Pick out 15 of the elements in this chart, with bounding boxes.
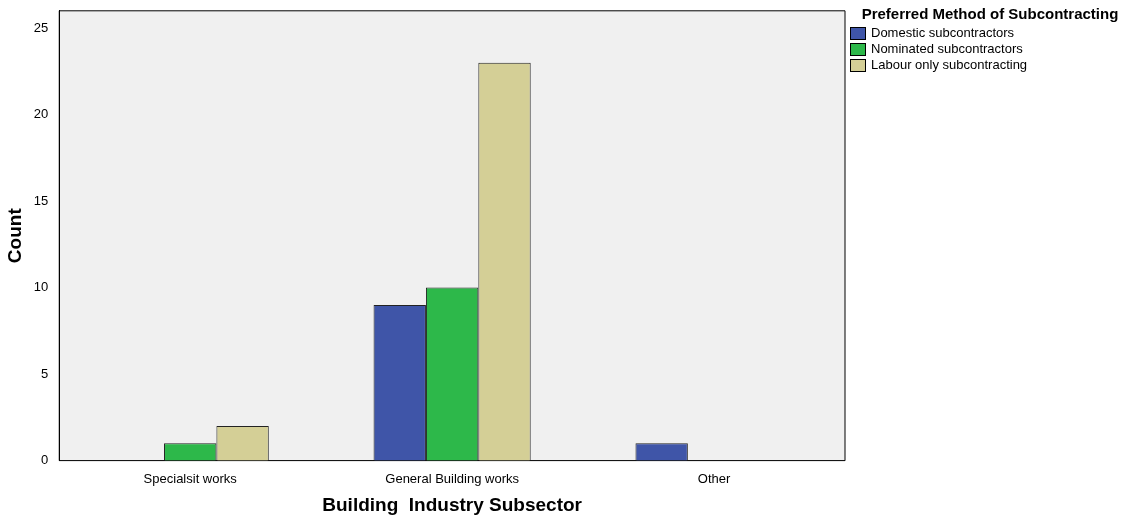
y-axis-title: Count — [3, 207, 25, 264]
y-tick-label: 20 — [33, 106, 49, 122]
x-tick-label: General Building works — [385, 470, 520, 486]
x-tick-label: Other — [697, 470, 731, 486]
x-tick-label: Specialsit works — [143, 470, 238, 486]
y-tick-label: 25 — [33, 19, 49, 35]
legend-label: Labour only subcontracting — [871, 57, 1028, 73]
y-tick-label: 0 — [41, 452, 49, 468]
x-axis-title: Building Industry Subsector — [322, 493, 583, 515]
legend-title: Preferred Method of Subcontracting — [860, 5, 1120, 22]
y-tick-label: 10 — [33, 279, 49, 295]
legend-label: Nominated subcontractors — [871, 41, 1023, 57]
y-tick-label: 15 — [33, 192, 49, 208]
y-tick-label: 5 — [41, 365, 49, 381]
legend-label: Domestic subcontractors — [871, 25, 1015, 41]
